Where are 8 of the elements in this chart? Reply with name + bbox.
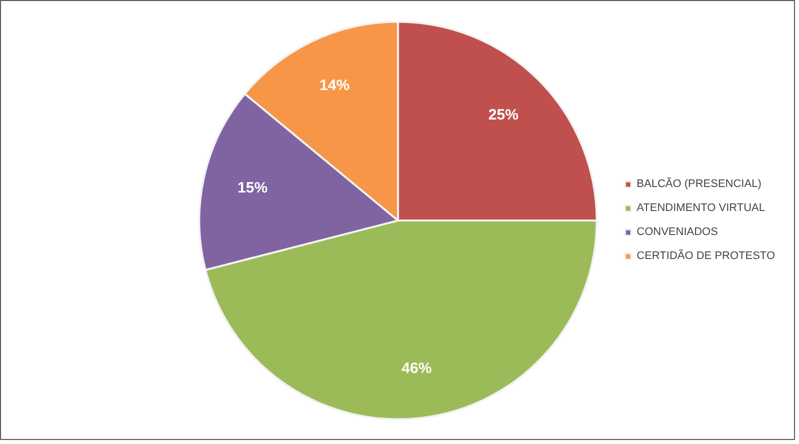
legend-label: ATENDIMENTO VIRTUAL xyxy=(636,202,766,214)
data-label: 46% xyxy=(402,360,432,378)
legend-label: BALCÃO (PRESENCIAL) xyxy=(636,178,762,190)
legend-label: CERTIDÃO DE PROTESTO xyxy=(636,250,775,262)
legend-label: CONVENIADOS xyxy=(636,226,718,238)
data-label: 15% xyxy=(238,179,268,196)
data-label: 25% xyxy=(488,106,518,124)
data-label: 14% xyxy=(320,76,350,94)
